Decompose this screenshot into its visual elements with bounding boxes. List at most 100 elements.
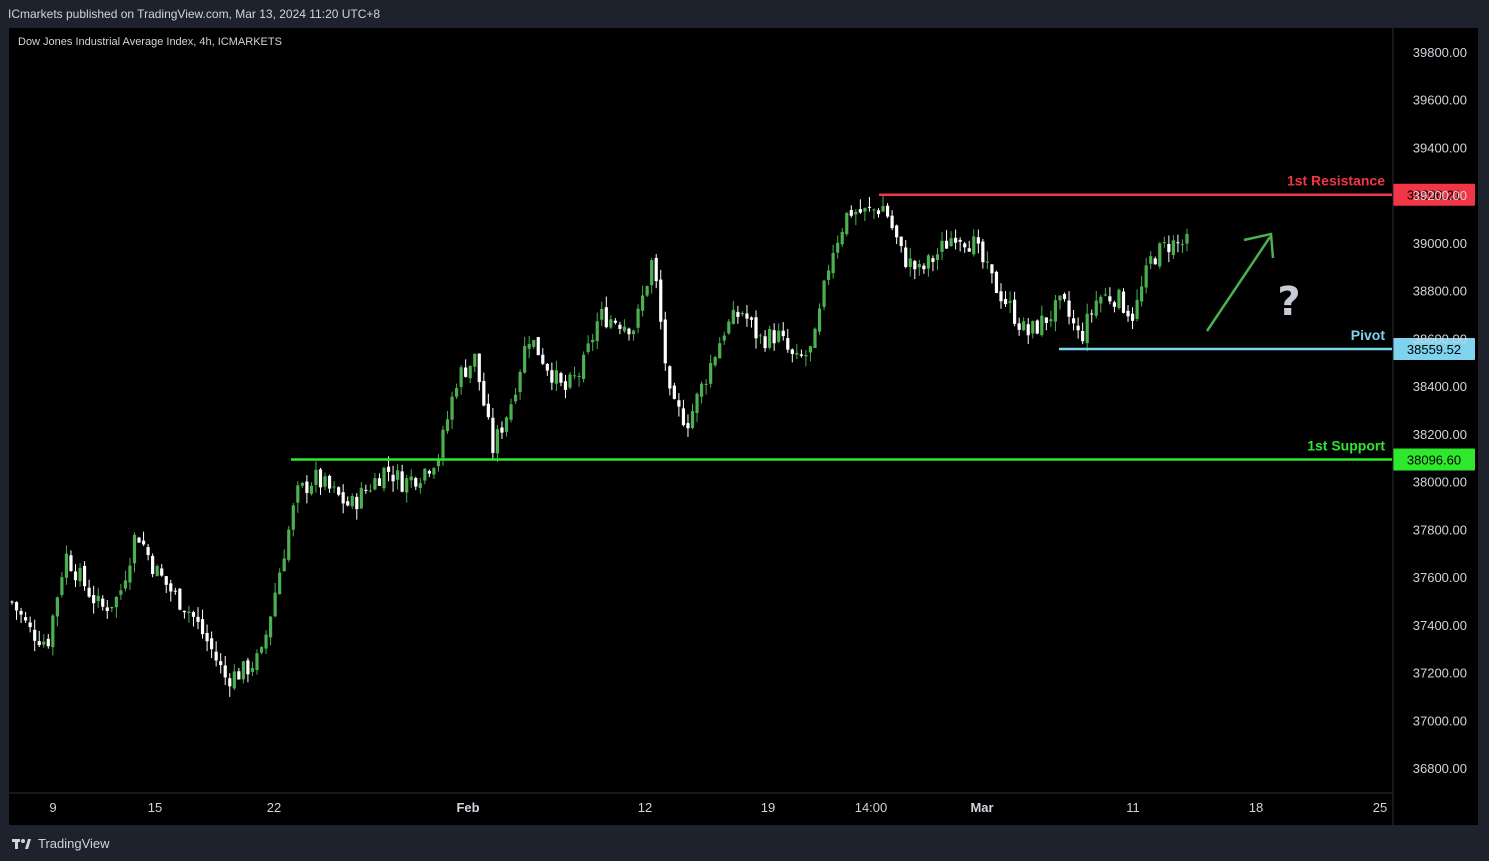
candle-body [287, 529, 291, 560]
candle-body [355, 496, 359, 510]
candle-body [799, 354, 803, 356]
candle-body [1053, 300, 1058, 322]
candle-body [922, 265, 926, 270]
candle-body [327, 475, 332, 489]
candle-body [232, 671, 236, 689]
candle-body [146, 547, 150, 556]
published-text: ICmarkets published on TradingView.com, … [8, 7, 381, 21]
candle-body [450, 396, 454, 420]
price-axis[interactable]: 39800.00 39600.00 39400.00 39200.00 39000.00… [1392, 28, 1467, 825]
candle-body [268, 616, 273, 638]
candle-body [69, 555, 73, 571]
candle-body [82, 565, 87, 587]
candle-body [241, 661, 245, 680]
published-header: ICmarkets published on TradingView.com, … [0, 0, 1489, 28]
candle-body [591, 339, 595, 343]
candle-body [709, 363, 713, 384]
candle-body [473, 353, 477, 367]
candle-body [985, 261, 989, 263]
candle-body [486, 403, 490, 418]
candle-body [418, 483, 422, 489]
candle-body [1176, 242, 1180, 244]
candle-body [518, 372, 522, 393]
candle-body [949, 238, 953, 247]
candle-body [931, 258, 935, 262]
candle-body [314, 469, 318, 485]
candle-body [577, 375, 581, 377]
candle-body [1153, 258, 1157, 265]
price-tick-label: 38000.00 [1413, 475, 1467, 490]
candle-body [954, 237, 958, 243]
candle-body [990, 264, 994, 274]
candle-body [600, 308, 604, 320]
chart-area[interactable]: Dow Jones Industrial Average Index, 4h, … [9, 28, 1478, 825]
footer-brand[interactable]: TradingView [38, 836, 110, 851]
candle-body [595, 321, 599, 342]
candle-body [414, 478, 418, 487]
candle-body [278, 572, 282, 595]
candle-body [940, 240, 944, 252]
time-tick-label: 15 [148, 800, 162, 815]
candle-body [332, 486, 336, 488]
candle-body [105, 607, 109, 612]
candle-body [1121, 291, 1126, 313]
candle-body [187, 611, 191, 613]
candle-body [532, 340, 536, 347]
candle-body [273, 592, 277, 617]
candle-body [749, 317, 754, 320]
candle-body [10, 601, 14, 603]
candle-body [690, 411, 695, 429]
candle-body [527, 343, 531, 349]
time-tick-label: 18 [1249, 800, 1263, 815]
candle-body [264, 634, 268, 649]
candle-body [255, 653, 259, 671]
candle-body [51, 615, 55, 648]
time-tick-label: 9 [49, 800, 56, 815]
candle-body [618, 324, 622, 329]
candle-body [1094, 300, 1098, 316]
tradingview-logo-icon[interactable] [12, 838, 32, 850]
price-tick-label: 37600.00 [1413, 570, 1467, 585]
price-tick-label: 38400.00 [1413, 379, 1467, 394]
candle-body [110, 606, 114, 609]
candle-body [169, 583, 173, 592]
candle-body [141, 540, 146, 545]
candle-body [586, 343, 590, 352]
candle-body [101, 598, 105, 607]
candle-body [994, 271, 999, 293]
candle-body [926, 255, 931, 269]
candle-body [196, 616, 200, 622]
price-chart[interactable]: Dow Jones Industrial Average Index, 4h, … [9, 28, 1478, 825]
candle-body [373, 478, 377, 490]
candle-body [42, 641, 46, 645]
level-price-tag [1393, 183, 1475, 206]
candle-body [854, 211, 858, 215]
question-mark: ? [1277, 279, 1300, 325]
candle-body [137, 537, 141, 543]
candle-body [504, 417, 509, 432]
price-tick-label: 36800.00 [1413, 761, 1467, 776]
candle-body [173, 590, 177, 592]
candle-body [1008, 301, 1012, 303]
candle-body [563, 381, 568, 390]
price-tick-label: 39800.00 [1413, 45, 1467, 60]
level-price-text: 38559.52 [1407, 342, 1461, 357]
candle-body [305, 481, 309, 493]
candle-body [368, 490, 372, 492]
candle-body [300, 482, 304, 486]
candle-body [541, 354, 545, 364]
level-price-tag [1393, 448, 1475, 471]
candle-body [849, 210, 853, 216]
candle-body [400, 471, 404, 492]
candle-body [640, 295, 645, 311]
level-label: 1st Support [1307, 438, 1385, 454]
candle-body [613, 320, 617, 323]
candle-body [1076, 325, 1080, 331]
level-label: Pivot [1351, 327, 1386, 343]
time-axis[interactable]: 9 15 22 Feb 12 19 14:00 Mar 11 18 25 [9, 792, 1393, 815]
candle-body [622, 326, 627, 332]
candle-body [1044, 317, 1048, 324]
candle-body [713, 357, 717, 366]
price-tick-label: 37800.00 [1413, 522, 1467, 537]
candle-body [817, 308, 822, 332]
